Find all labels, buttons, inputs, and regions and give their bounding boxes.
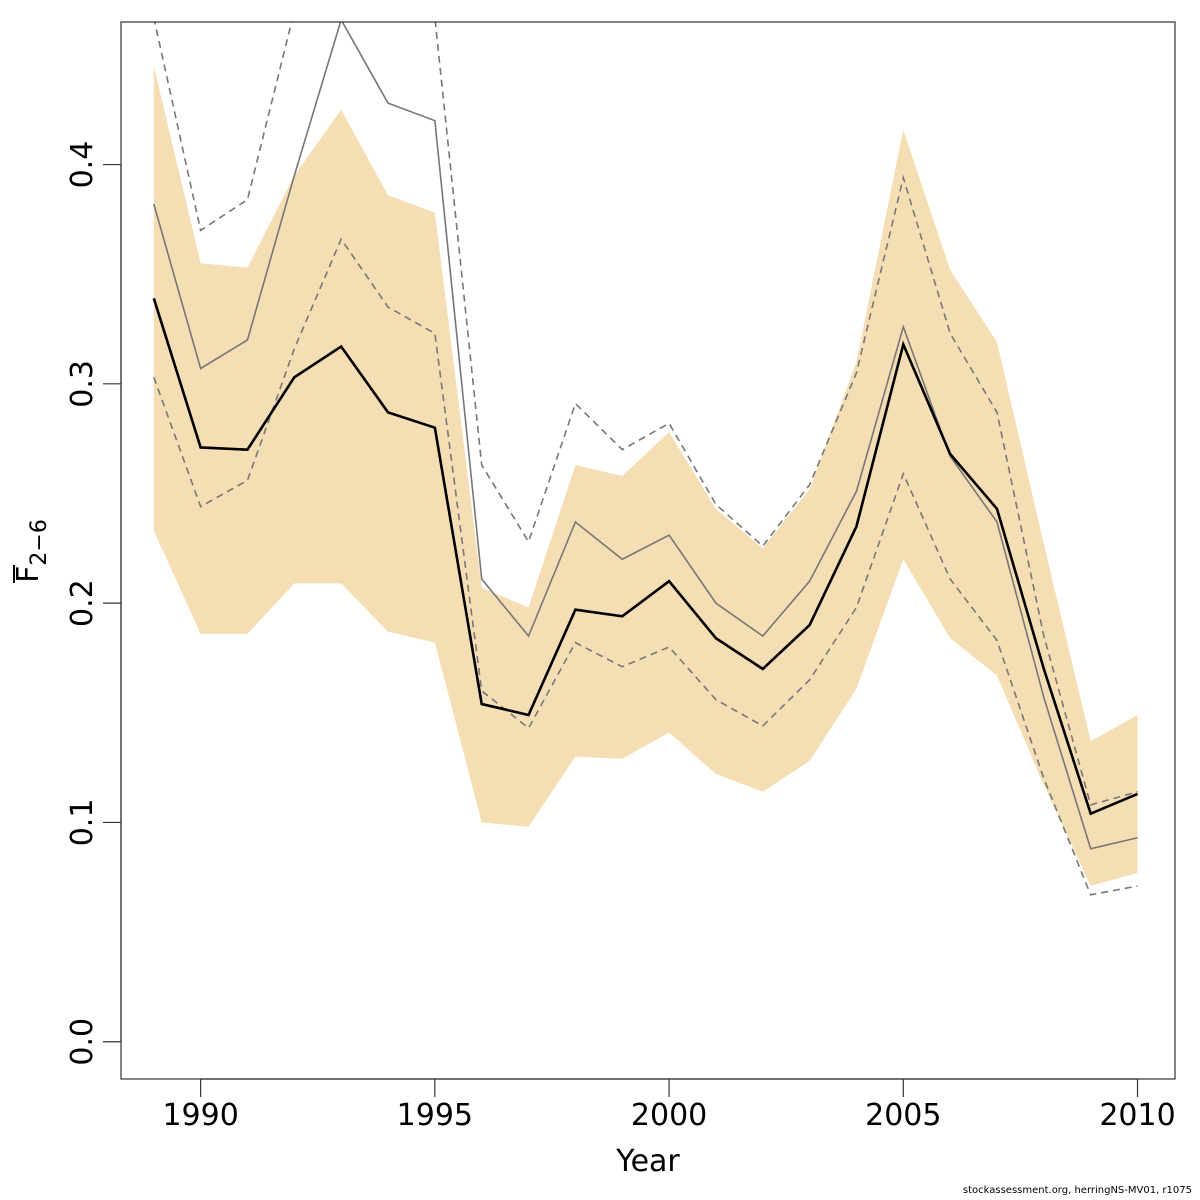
y-tick-label-1: 0.1 xyxy=(65,799,100,847)
y-axis: 0.0 0.1 0.2 0.3 0.4 xyxy=(65,141,122,1066)
x-tick-label-2000: 2000 xyxy=(631,1098,707,1133)
confidence-band xyxy=(153,65,1138,887)
series-alternative-lower xyxy=(153,237,1138,896)
y-axis-label-subscript: 2−6 xyxy=(27,519,52,565)
x-tick-label-1990: 1990 xyxy=(162,1098,238,1133)
x-axis-label: Year xyxy=(615,1144,680,1179)
y-tick-label-3: 0.3 xyxy=(65,360,100,408)
x-tick-label-2010: 2010 xyxy=(1099,1098,1175,1133)
x-tick-label-2005: 2005 xyxy=(865,1098,941,1133)
y-axis-label-main: F xyxy=(11,566,46,583)
y-tick-label-4: 0.4 xyxy=(65,141,100,189)
series-layer xyxy=(152,22,1139,896)
y-tick-label-0: 0.0 xyxy=(65,1018,100,1066)
series-estimate xyxy=(152,297,1139,816)
series-alternative-upper xyxy=(153,22,1138,806)
y-tick-label-2: 0.2 xyxy=(65,579,100,627)
y-axis-label: F2−6 xyxy=(11,519,52,583)
svg-text:F2−6: F2−6 xyxy=(11,519,52,583)
x-tick-label-1995: 1995 xyxy=(397,1098,473,1133)
x-axis: 1990 1995 2000 2005 2010 xyxy=(162,1078,1176,1133)
series-alternative-estimate xyxy=(153,22,1138,850)
footer-credit: stockassessment.org, herringNS-MV01, r10… xyxy=(962,1185,1192,1196)
band-layer xyxy=(153,65,1138,887)
